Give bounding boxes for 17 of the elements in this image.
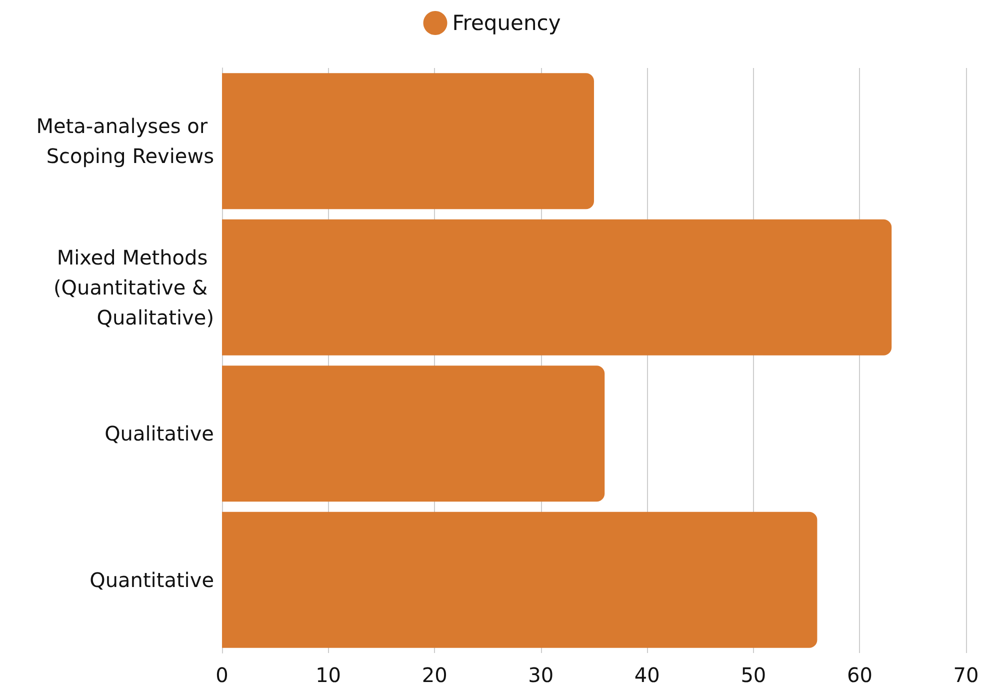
x-tick-label: 40 — [634, 663, 660, 687]
bar — [222, 219, 892, 356]
y-tick-label: Meta-analyses or Scoping Reviews — [36, 114, 214, 168]
bar — [222, 366, 605, 502]
y-tick-label: Mixed Methods (Quantitative & Qualitative) — [54, 245, 214, 330]
x-tick-label: 0 — [216, 663, 228, 687]
x-tick-label: 60 — [846, 663, 872, 687]
bar — [222, 73, 594, 210]
legend-label: Frequency — [452, 11, 561, 35]
y-tick-label: Qualitative — [104, 422, 214, 446]
y-tick-label: Quantitative — [90, 568, 214, 592]
x-tick-label: 70 — [953, 663, 979, 687]
x-tick-label: 50 — [740, 663, 766, 687]
x-tick-label: 30 — [528, 663, 554, 687]
x-tick-label: 10 — [316, 663, 342, 687]
x-tick-label: 20 — [422, 663, 448, 687]
bar — [222, 512, 818, 648]
